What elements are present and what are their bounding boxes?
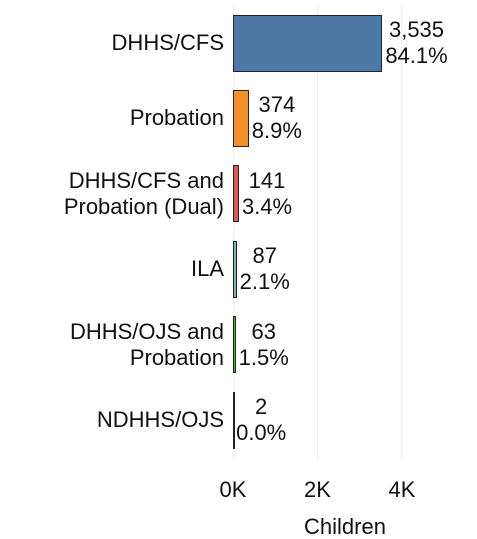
grid-line [401, 5, 403, 460]
x-tick-label: 4K [388, 477, 416, 502]
category-label: ILA [190, 256, 224, 282]
x-axis-title: Children [304, 514, 386, 539]
value-label: 2 [255, 394, 268, 419]
value-label: 1.5% [238, 344, 289, 370]
bar [233, 316, 236, 374]
value-label: 3.4% [241, 193, 293, 219]
value-label: 0.0% [236, 420, 287, 445]
value-label: 8.9% [251, 118, 302, 144]
category-label: DHHS/CFS [111, 30, 224, 55]
category-label: Probation [129, 105, 224, 131]
value-label: 141 [248, 167, 286, 193]
bar [233, 165, 239, 223]
value-label-box: 63 1.5% [239, 319, 289, 371]
category-label: NDHHS/OJS [96, 407, 224, 432]
value-label-box: 141 3.4% [242, 168, 292, 220]
value-label-box: 3,535 84.1% [385, 17, 447, 69]
value-label: 84.1% [385, 43, 448, 68]
grid-line [316, 5, 318, 460]
bar [233, 240, 237, 298]
value-label-box: 87 2.1% [240, 243, 290, 295]
x-tick-label: 0K [219, 477, 247, 502]
value-label: 3,535 [388, 17, 445, 42]
grid-line [232, 5, 234, 460]
value-label: 63 [251, 318, 276, 344]
category-label: DHHS/CFS and Probation (Dual) [63, 167, 224, 219]
value-label-box: 374 8.9% [252, 92, 302, 144]
value-label: 87 [252, 243, 277, 269]
x-tick-label: 2K [304, 477, 331, 502]
category-label: DHHS/OJS and Probation [69, 318, 224, 370]
value-label-box: 2 0.0% [236, 394, 286, 446]
bar [233, 89, 249, 147]
bar [233, 391, 235, 449]
value-label: 2.1% [239, 269, 290, 295]
bar [233, 14, 383, 72]
value-label: 374 [258, 92, 296, 118]
